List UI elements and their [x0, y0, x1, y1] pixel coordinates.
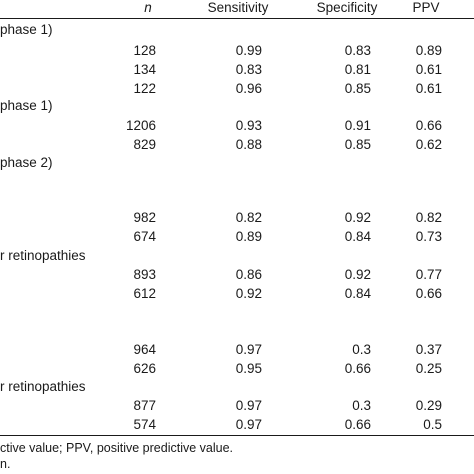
cell-n: 134 — [133, 62, 156, 77]
table-row: 829 0.88 0.85 0.62 — [0, 137, 474, 153]
cell-ppv: 0.62 — [415, 137, 442, 152]
header-sensitivity: Sensitivity — [207, 0, 269, 15]
table-row: 134 0.83 0.81 0.61 — [0, 62, 474, 78]
cell-specificity: 0.91 — [344, 118, 371, 133]
cell-specificity: 0.3 — [352, 342, 371, 357]
cell-n: 122 — [133, 81, 156, 96]
header-n: n — [144, 0, 152, 15]
cell-sensitivity: 0.99 — [235, 43, 262, 58]
table-header: n Sensitivity Specificity PPV — [0, 0, 474, 16]
cell-specificity: 0.66 — [344, 361, 371, 376]
table-row: 612 0.92 0.84 0.66 — [0, 286, 474, 302]
cell-specificity: 0.92 — [344, 210, 371, 225]
cell-n: 128 — [133, 43, 156, 58]
cell-n: 893 — [133, 267, 156, 282]
cell-specificity: 0.85 — [344, 137, 371, 152]
bottom-rule — [0, 435, 474, 436]
table-row: 893 0.86 0.92 0.77 — [0, 267, 474, 283]
header-rule — [0, 18, 474, 19]
cell-ppv: 0.61 — [415, 62, 442, 77]
cell-sensitivity: 0.89 — [235, 229, 262, 244]
cell-sensitivity: 0.83 — [235, 62, 262, 77]
cell-specificity: 0.85 — [344, 81, 371, 96]
table-row: 626 0.95 0.66 0.25 — [0, 361, 474, 377]
table-row: 964 0.97 0.3 0.37 — [0, 342, 474, 358]
cell-sensitivity: 0.88 — [235, 137, 262, 152]
cell-sensitivity: 0.97 — [235, 398, 262, 413]
cell-ppv: 0.37 — [415, 342, 442, 357]
cell-ppv: 0.5 — [423, 417, 442, 432]
cell-n: 982 — [133, 210, 156, 225]
section-label: phase 1) — [0, 22, 53, 37]
cell-specificity: 0.83 — [344, 43, 371, 58]
cell-sensitivity: 0.96 — [235, 81, 262, 96]
table-row: 122 0.96 0.85 0.61 — [0, 81, 474, 97]
section-label: phase 2) — [0, 155, 53, 170]
cell-specificity: 0.3 — [352, 398, 371, 413]
table-row: 574 0.97 0.66 0.5 — [0, 417, 474, 433]
cell-n: 877 — [133, 398, 156, 413]
cell-sensitivity: 0.95 — [235, 361, 262, 376]
cell-sensitivity: 0.92 — [235, 286, 262, 301]
cell-n: 612 — [133, 286, 156, 301]
cell-ppv: 0.61 — [415, 81, 442, 96]
cell-ppv: 0.29 — [415, 398, 442, 413]
table-row: 982 0.82 0.92 0.82 — [0, 210, 474, 226]
table-row: 674 0.89 0.84 0.73 — [0, 229, 474, 245]
cell-ppv: 0.66 — [415, 118, 442, 133]
table-row: 128 0.99 0.83 0.89 — [0, 43, 474, 59]
cell-specificity: 0.66 — [344, 417, 371, 432]
cell-specificity: 0.84 — [344, 229, 371, 244]
cell-ppv: 0.73 — [415, 229, 442, 244]
cell-n: 574 — [133, 417, 156, 432]
cell-sensitivity: 0.97 — [235, 417, 262, 432]
cell-sensitivity: 0.86 — [235, 267, 262, 282]
cell-n: 626 — [133, 361, 156, 376]
footnote-line-2: n. — [0, 457, 11, 471]
header-ppv: PPV — [412, 0, 440, 15]
cell-sensitivity: 0.82 — [235, 210, 262, 225]
table-row: 877 0.97 0.3 0.29 — [0, 398, 474, 414]
cell-sensitivity: 0.93 — [235, 118, 262, 133]
cell-specificity: 0.81 — [344, 62, 371, 77]
cell-n: 674 — [133, 229, 156, 244]
cell-n: 1206 — [125, 118, 156, 133]
footnote-line-1: ctive value; PPV, positive predictive va… — [0, 441, 233, 455]
cell-specificity: 0.92 — [344, 267, 371, 282]
cell-ppv: 0.25 — [415, 361, 442, 376]
cell-ppv: 0.89 — [415, 43, 442, 58]
section-label: r retinopathies — [0, 379, 86, 394]
cell-n: 964 — [133, 342, 156, 357]
cell-sensitivity: 0.97 — [235, 342, 262, 357]
cell-ppv: 0.77 — [415, 267, 442, 282]
section-label: phase 1) — [0, 98, 53, 113]
cell-ppv: 0.66 — [415, 286, 442, 301]
header-specificity: Specificity — [316, 0, 378, 15]
section-label: r retinopathies — [0, 248, 86, 263]
cell-n: 829 — [133, 137, 156, 152]
cell-specificity: 0.84 — [344, 286, 371, 301]
table-row: 1206 0.93 0.91 0.66 — [0, 118, 474, 134]
cell-ppv: 0.82 — [415, 210, 442, 225]
